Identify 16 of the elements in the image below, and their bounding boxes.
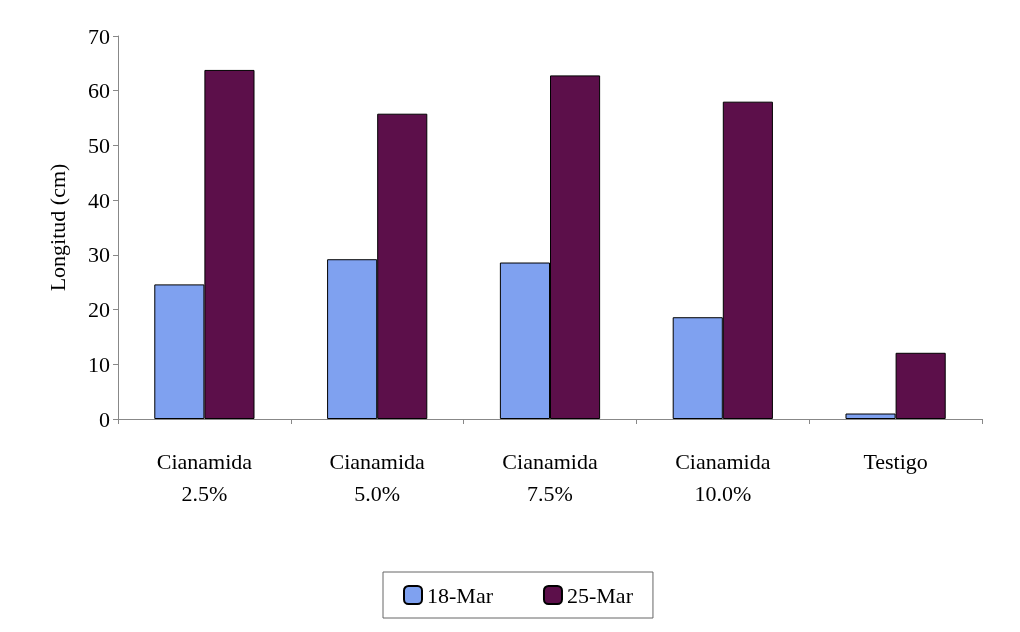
y-tick-label: 60 bbox=[88, 78, 110, 104]
y-tick-label: 20 bbox=[88, 297, 110, 323]
x-tick-label: Cianamida 10.0% bbox=[675, 448, 771, 506]
y-tick-label: 10 bbox=[88, 351, 110, 377]
y-axis-title: Longitud (cm) bbox=[44, 163, 70, 292]
x-tick-label: Cianamida 2.5% bbox=[156, 448, 253, 506]
y-tick-label: 0 bbox=[99, 406, 110, 432]
x-tick-label: Cianamida 5.0% bbox=[329, 448, 426, 506]
legend-label: 18-Mar bbox=[427, 582, 494, 608]
y-tick-label: 70 bbox=[88, 23, 110, 49]
y-tick-label: 40 bbox=[88, 187, 110, 213]
legend-label: 25-Mar bbox=[566, 582, 634, 608]
y-tick-label: 30 bbox=[88, 242, 110, 268]
x-tick-label: Testigo bbox=[863, 448, 928, 474]
y-tick-label: 50 bbox=[88, 132, 110, 158]
x-tick-label: Cianamida 7.5% bbox=[502, 448, 598, 506]
